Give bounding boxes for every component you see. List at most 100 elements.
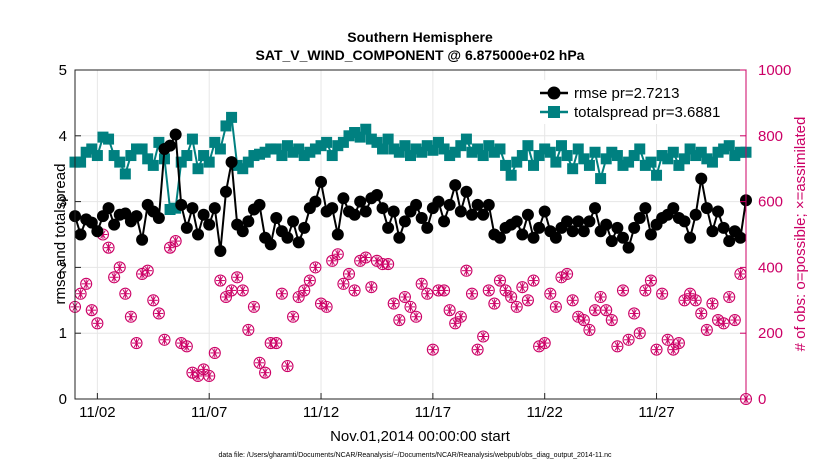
obs-possible-point	[471, 343, 484, 356]
rmse-point	[326, 202, 339, 215]
obs-assimilated-point	[406, 302, 415, 312]
totalspread-point	[667, 146, 679, 158]
y-right-tick-label: 0	[758, 391, 766, 408]
totalspread-point	[718, 143, 730, 155]
obs-possible-point	[656, 287, 669, 300]
obs-assimilated-point	[735, 269, 745, 279]
rmse-point	[387, 205, 400, 218]
totalspread-point	[114, 156, 126, 168]
rmse-point	[549, 231, 562, 244]
totalspread-point	[377, 143, 389, 155]
rmse-point	[667, 202, 680, 215]
obs-assimilated-point	[277, 289, 287, 299]
obs-assimilated-point	[171, 236, 181, 246]
rmse-point	[454, 205, 467, 218]
rmse-point	[449, 179, 462, 192]
totalspread-point	[293, 143, 305, 155]
obs-assimilated-point	[92, 318, 102, 328]
rmse-point	[197, 208, 210, 221]
obs-assimilated-point	[456, 312, 466, 322]
obs-assimilated-point	[601, 305, 611, 315]
totalspread-point	[656, 150, 668, 162]
obs-possible-point	[426, 343, 439, 356]
obs-assimilated-point	[573, 312, 583, 322]
obs-assimilated-point	[501, 285, 511, 295]
rmse-point	[270, 212, 283, 225]
rmse-point	[561, 215, 574, 228]
x-tick-label: 11/12	[303, 404, 339, 421]
rmse-point	[466, 208, 479, 221]
obs-assimilated-point	[204, 371, 214, 381]
x-tick-label: 11/07	[191, 404, 227, 421]
obs-assimilated-point	[316, 299, 326, 309]
obs-possible-point	[331, 248, 344, 261]
totalspread-point	[119, 168, 131, 180]
legend-rmse-label: rmse pr=2.7213	[574, 85, 679, 102]
obs-possible-point	[728, 313, 741, 327]
obs-assimilated-point	[696, 308, 706, 318]
obs-possible-point	[108, 271, 121, 284]
rmse-point	[577, 225, 590, 238]
obs-assimilated-point	[562, 269, 572, 279]
totalspread-point	[254, 148, 266, 160]
rmse-point	[298, 221, 311, 234]
obs-possible-point	[303, 274, 316, 287]
obs-assimilated-point	[243, 325, 253, 335]
obs-possible-point	[348, 284, 361, 297]
rmse-point	[315, 175, 328, 188]
totalspread-point	[533, 150, 545, 162]
legend-spread-marker	[548, 106, 560, 118]
totalspread-point	[298, 150, 310, 162]
rmse-point	[287, 215, 300, 228]
obs-possible-point	[253, 356, 266, 369]
totalspread-point	[528, 159, 540, 171]
totalspread-point	[673, 159, 685, 171]
totalspread-point	[734, 146, 746, 158]
totalspread-point	[500, 159, 512, 171]
rmse-point	[74, 228, 87, 241]
rmse-point	[460, 185, 473, 198]
totalspread-point	[192, 163, 204, 175]
obs-assimilated-point	[310, 262, 320, 272]
obs-possible-point	[454, 310, 467, 323]
totalspread-point	[181, 150, 193, 162]
y-right-tick-label: 400	[758, 259, 783, 276]
obs-assimilated-point	[439, 285, 449, 295]
obs-possible-point	[337, 277, 350, 290]
totalspread-point	[477, 150, 489, 162]
totalspread-point	[623, 156, 635, 168]
totalspread-point	[706, 156, 718, 168]
totalspread-point	[399, 140, 411, 152]
obs-possible-point	[208, 346, 221, 359]
totalspread-point	[460, 133, 472, 145]
rmse-point	[359, 205, 372, 218]
totalspread-point	[393, 146, 405, 158]
obs-possible-point	[443, 304, 456, 317]
totalspread-point	[455, 140, 467, 152]
obs-assimilated-point	[232, 272, 242, 282]
totalspread-point	[231, 159, 243, 171]
obs-possible-point	[387, 297, 400, 310]
rmse-point	[85, 216, 98, 229]
rmse-point	[644, 228, 657, 241]
obs-assimilated-point	[657, 289, 667, 299]
y-left-tick-label: 4	[59, 128, 67, 145]
rmse-point	[493, 231, 506, 244]
obs-possible-point	[628, 307, 641, 320]
obs-possible-point	[287, 310, 300, 323]
totalspread-point	[662, 153, 674, 165]
totalspread-point	[645, 156, 657, 168]
rmse-point	[108, 218, 121, 231]
totalspread-point	[421, 140, 433, 152]
obs-possible-point	[80, 277, 93, 290]
obs-possible-point	[342, 267, 356, 281]
obs-assimilated-point	[551, 302, 561, 312]
obs-assimilated-point	[322, 302, 332, 312]
x-tick-label: 11/02	[79, 404, 115, 421]
totalspread-point	[142, 153, 154, 165]
obs-assimilated-point	[148, 295, 158, 305]
obs-assimilated-point	[199, 364, 209, 374]
totalspread-point	[522, 140, 534, 152]
totalspread-point	[309, 143, 321, 155]
obs-assimilated-point	[719, 318, 729, 328]
